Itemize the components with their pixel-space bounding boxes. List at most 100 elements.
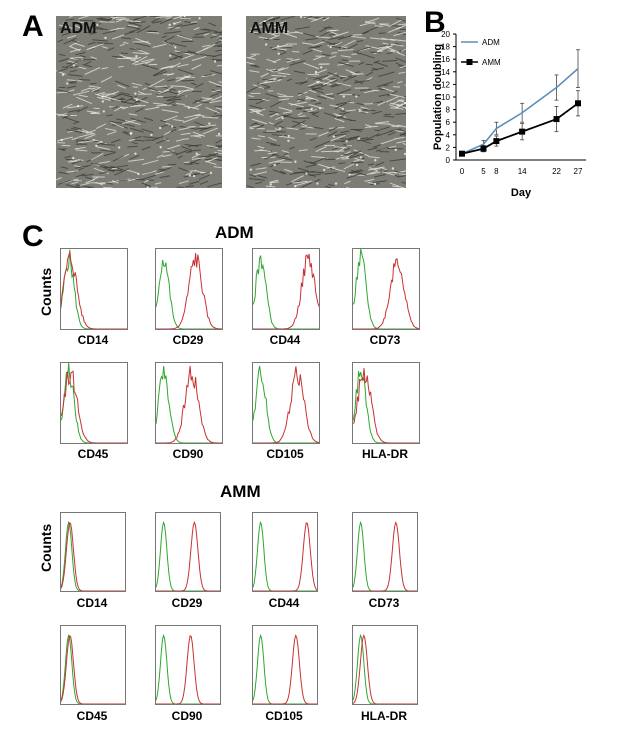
marker-curve xyxy=(156,365,222,443)
marker-curve xyxy=(353,634,417,704)
y-tick-label: 6 xyxy=(446,118,451,127)
marker-curve xyxy=(61,522,125,591)
isotype-control-curve xyxy=(353,633,417,704)
histogram-plot xyxy=(353,633,417,704)
y-tick-label: 2 xyxy=(446,143,451,152)
histogram-plot xyxy=(61,363,127,443)
data-point xyxy=(553,116,560,123)
marker-label: CD90 xyxy=(171,709,203,723)
marker-label: CD44 xyxy=(269,333,301,347)
micrograph-amm-texture xyxy=(246,16,406,188)
histogram-adm-cd45 xyxy=(60,362,128,444)
marker-label: CD45 xyxy=(77,447,109,461)
histogram-adm-hla-dr xyxy=(352,362,420,444)
series-line-amm xyxy=(461,102,579,155)
isotype-control-curve xyxy=(61,249,127,329)
micrograph-adm-texture xyxy=(56,16,222,188)
histogram-plot xyxy=(253,520,317,591)
marker-curve xyxy=(353,368,419,443)
isotype-control-curve xyxy=(353,249,419,329)
histogram-plot xyxy=(61,633,125,704)
counts-label-adm: Counts xyxy=(38,267,54,316)
isotype-control-curve xyxy=(353,520,417,591)
marker-label: CD29 xyxy=(171,596,203,610)
y-axis-label: Population doubling xyxy=(432,44,444,150)
isotype-control-curve xyxy=(61,633,125,704)
histogram-plot xyxy=(61,249,127,329)
isotype-control-curve xyxy=(156,365,222,443)
marker-curve xyxy=(61,370,127,443)
isotype-control-curve xyxy=(156,520,220,591)
marker-curve xyxy=(353,258,419,329)
counts-label-amm: Counts xyxy=(38,523,54,572)
marker-curve xyxy=(253,253,319,329)
histogram-plot xyxy=(253,365,319,443)
marker-curve xyxy=(156,252,222,329)
marker-label: CD14 xyxy=(76,596,108,610)
histogram-plot xyxy=(156,252,222,329)
marker-curve xyxy=(61,251,127,329)
histogram-amm-cd44 xyxy=(252,512,318,592)
isotype-control-curve xyxy=(61,520,125,591)
histogram-adm-cd73 xyxy=(352,248,420,330)
histogram-amm-cd45 xyxy=(60,625,126,705)
histogram-plot xyxy=(156,520,220,591)
x-tick-label: 5 xyxy=(481,167,486,176)
data-point xyxy=(493,138,500,145)
isotype-control-curve xyxy=(156,633,220,704)
marker-curve xyxy=(61,635,125,704)
histogram-plot xyxy=(61,520,125,591)
y-tick-label: 18 xyxy=(441,43,450,52)
histogram-adm-cd14 xyxy=(60,248,128,330)
micrograph-adm xyxy=(56,16,222,188)
marker-curve xyxy=(253,366,319,443)
marker-curve xyxy=(253,522,317,591)
x-tick-label: 14 xyxy=(518,167,527,176)
y-tick-label: 0 xyxy=(446,156,451,165)
histogram-plot xyxy=(253,253,319,329)
legend-entry: AMM xyxy=(482,58,501,67)
histogram-amm-cd73 xyxy=(352,512,418,592)
histogram-plot xyxy=(156,633,220,704)
histogram-amm-cd105 xyxy=(252,625,318,705)
histogram-adm-cd44 xyxy=(252,248,320,330)
x-tick-label: 0 xyxy=(460,167,465,176)
panel-letter-b: B xyxy=(424,6,446,39)
data-point xyxy=(519,128,526,135)
x-axis-label: Day xyxy=(511,187,532,199)
micrograph-amm-label: AMM xyxy=(250,20,289,37)
legend-marker xyxy=(466,59,473,65)
y-tick-label: 4 xyxy=(446,131,451,140)
histogram-plot xyxy=(156,365,222,443)
marker-label: CD44 xyxy=(268,596,300,610)
marker-label: CD90 xyxy=(172,447,204,461)
isotype-control-curve xyxy=(253,520,317,591)
marker-label: HLA-DR xyxy=(361,709,407,723)
histogram-amm-hla-dr xyxy=(352,625,418,705)
panel-letter-a: A xyxy=(22,10,44,43)
marker-label: CD105 xyxy=(266,447,304,461)
isotype-control-curve xyxy=(253,633,317,704)
histogram-adm-cd105 xyxy=(252,362,320,444)
marker-label: CD14 xyxy=(77,333,109,347)
histogram-plot xyxy=(253,633,317,704)
flow-group-title-amm: AMM xyxy=(220,482,261,501)
y-tick-label: 16 xyxy=(441,55,450,64)
flow-group-title-adm: ADM xyxy=(215,223,254,242)
histogram-adm-cd90 xyxy=(155,362,223,444)
histogram-plot xyxy=(353,368,419,443)
data-point xyxy=(480,145,487,152)
x-tick-label: 22 xyxy=(552,167,561,176)
data-point xyxy=(459,150,465,157)
marker-label: CD29 xyxy=(172,333,204,347)
y-tick-label: 14 xyxy=(441,68,450,77)
histogram-plot xyxy=(353,520,417,591)
x-tick-label: 27 xyxy=(574,167,583,176)
marker-curve xyxy=(253,634,317,704)
isotype-control-curve xyxy=(253,255,319,329)
y-tick-label: 12 xyxy=(441,80,450,89)
isotype-control-curve xyxy=(61,363,127,443)
marker-label: CD105 xyxy=(265,709,303,723)
marker-curve xyxy=(353,521,417,591)
